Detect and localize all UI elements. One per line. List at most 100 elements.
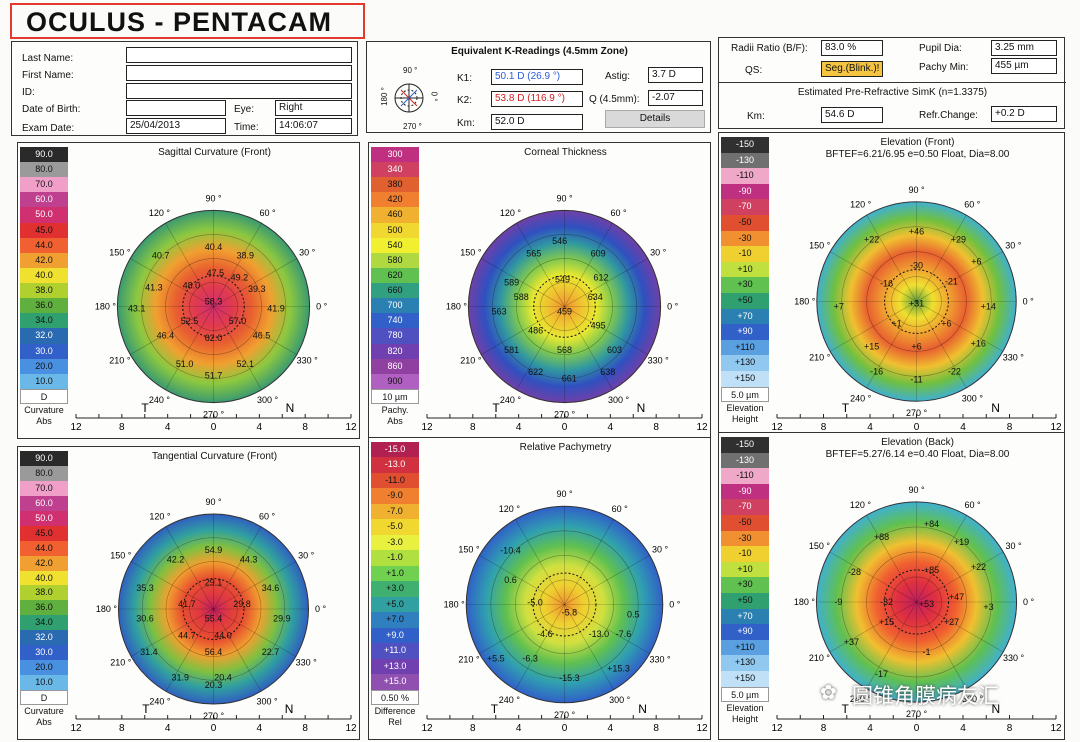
simk-title: Estimated Pre-Refractive SimK (n=1.3375) bbox=[797, 87, 988, 98]
elev-front-panel: -150 -130 -110 -90 -70 -50 -30 -10 +10 +30 +50 +70 +… bbox=[718, 132, 1065, 439]
grid-spoke bbox=[213, 223, 262, 307]
scale-step: +110 bbox=[721, 339, 769, 356]
scale-step: +5.0 bbox=[371, 596, 419, 613]
angle-label: 150 ° bbox=[458, 544, 480, 554]
refraction-panel: Radii Ratio (B/F): 83.0 % Pupil Dia: 3.2… bbox=[718, 37, 1066, 129]
map-value: 35.3 bbox=[136, 583, 154, 593]
angle-label: 180 ° bbox=[96, 604, 118, 614]
grid-spoke bbox=[564, 223, 613, 307]
map-value: 29.1 bbox=[205, 577, 223, 587]
map-value: 622 bbox=[528, 367, 543, 377]
scale-mode-label: Height bbox=[731, 714, 758, 725]
scale-step: -130 bbox=[721, 452, 769, 469]
nasal-label: N bbox=[285, 702, 294, 716]
grid-ring bbox=[841, 226, 992, 377]
map-value: 609 bbox=[591, 249, 606, 259]
exam-date-field: 25/04/2013 bbox=[126, 118, 226, 134]
x-tick-label: 4 bbox=[257, 723, 263, 734]
angle-label: 330 ° bbox=[296, 658, 318, 668]
pupil-outline bbox=[884, 269, 949, 334]
map-value: +46 bbox=[909, 227, 924, 237]
qs-status-badge[interactable]: Seg.(Blink.)! bbox=[821, 61, 883, 77]
x-tick-label: 0 bbox=[914, 723, 920, 734]
map-value: 34.6 bbox=[262, 583, 280, 593]
grid-spoke bbox=[481, 258, 565, 307]
scale-step: 780 bbox=[371, 328, 419, 344]
scale-step: 860 bbox=[371, 358, 419, 374]
angle-label: 120 ° bbox=[850, 200, 872, 210]
scale-step: 36.0 bbox=[20, 600, 68, 616]
map-value: 581 bbox=[504, 345, 519, 355]
map-value: 41.3 bbox=[145, 282, 163, 292]
grid-spoke bbox=[564, 258, 648, 307]
x-tick-label: 0 bbox=[211, 422, 217, 433]
scale-step: -70 bbox=[721, 199, 769, 215]
angle-label: 330 ° bbox=[648, 356, 670, 366]
scale-step: 300 bbox=[371, 147, 419, 163]
map-value: +53 bbox=[919, 599, 934, 609]
x-tick-label: 4 bbox=[867, 723, 873, 734]
scale-step: +10 bbox=[721, 561, 769, 578]
angle-label: 210 ° bbox=[109, 356, 131, 366]
map-value: +15.3 bbox=[607, 663, 630, 673]
color-scale: 300 340 380 420 460 500 540 580 620 660 700 740 780 8… bbox=[371, 147, 419, 413]
grid-spoke bbox=[866, 515, 917, 603]
angle-label: 0 ° bbox=[667, 302, 679, 312]
grid-spoke bbox=[131, 561, 214, 610]
x-tick-label: 4 bbox=[257, 422, 263, 433]
map-value: +16 bbox=[971, 338, 986, 348]
map-value: 43.1 bbox=[128, 303, 146, 313]
watermark-icon: ✿ bbox=[820, 682, 837, 704]
angle-label: 60 ° bbox=[964, 500, 981, 510]
scale-type-label: Difference bbox=[374, 706, 416, 716]
k1-label: K1: bbox=[457, 73, 473, 84]
grid-spoke bbox=[564, 519, 614, 605]
map-value: +15 bbox=[864, 341, 879, 351]
map-value: 52.1 bbox=[236, 359, 254, 369]
grid-spoke bbox=[916, 301, 967, 389]
map-value: 46.5 bbox=[253, 330, 271, 340]
nasal-label: N bbox=[992, 702, 1001, 716]
refr-change-field: +0.2 D bbox=[991, 106, 1057, 122]
scale-type-label: Curvature bbox=[24, 706, 64, 716]
angle-label: 150 ° bbox=[809, 241, 831, 251]
map-value: 661 bbox=[562, 374, 577, 384]
scale-step: 44.0 bbox=[20, 237, 68, 253]
angle-label: 330 ° bbox=[1003, 352, 1025, 362]
grid-ring bbox=[165, 561, 262, 657]
scale-step: -13.0 bbox=[371, 457, 419, 473]
map-value: -30 bbox=[910, 261, 923, 271]
map-value: 46.4 bbox=[157, 330, 175, 340]
x-tick-label: 8 bbox=[470, 422, 476, 433]
map-value: 40.4 bbox=[205, 242, 223, 252]
scale-step: 660 bbox=[371, 283, 419, 299]
scale-step: -9.0 bbox=[371, 488, 419, 504]
angle-label: 180 ° bbox=[446, 302, 468, 312]
map-value: 0.6 bbox=[504, 575, 517, 585]
color-scale: -15.0 -13.0 -11.0 -9.0 -7.0 -5.0 -3.0 -1.0 +1.0 +… bbox=[371, 442, 419, 708]
map-value: +6 bbox=[941, 318, 951, 328]
map-value: -16 bbox=[880, 279, 893, 289]
x-tick-label: 12 bbox=[70, 723, 82, 734]
map-value: +37 bbox=[844, 637, 859, 647]
astig-field: 3.7 D bbox=[648, 67, 703, 83]
map-value: 29.9 bbox=[273, 614, 291, 624]
map-value: 51.0 bbox=[176, 359, 194, 369]
dob-label: Date of Birth: bbox=[22, 104, 81, 115]
scale-type-label: Elevation bbox=[726, 703, 764, 714]
grid-spoke bbox=[213, 258, 297, 307]
map-value: 30.6 bbox=[136, 614, 154, 624]
map-value: +19 bbox=[954, 537, 969, 547]
scale-step: +150 bbox=[721, 371, 769, 387]
scale-step: 820 bbox=[371, 343, 419, 359]
k-readings-panel: Equivalent K-Readings (4.5mm Zone) 90 ° … bbox=[366, 41, 711, 133]
map-value: 0.5 bbox=[627, 609, 640, 619]
details-button[interactable]: Details bbox=[605, 110, 705, 128]
scale-step: 45.0 bbox=[20, 525, 68, 541]
map-title: Corneal Thickness bbox=[524, 147, 607, 158]
map-title: Relative Pachymetry bbox=[519, 442, 612, 453]
grid-spoke bbox=[916, 251, 1004, 302]
grid-spoke bbox=[564, 604, 650, 654]
x-tick-label: 8 bbox=[653, 422, 659, 433]
elev-back-panel: -150 -130 -110 -90 -70 -50 -30 -10 +10 +30 +50 +70 +… bbox=[718, 432, 1065, 740]
